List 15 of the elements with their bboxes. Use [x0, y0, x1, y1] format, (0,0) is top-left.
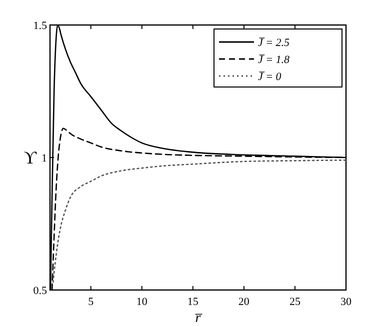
x-tick-label: 20: [238, 296, 250, 308]
legend-label: J̅ = 1.8: [258, 54, 290, 66]
x-tick-label: 30: [340, 296, 352, 308]
y-axis-title: ϒ: [24, 148, 38, 168]
x-axis-title: r̅: [195, 311, 204, 326]
legend-label: J̅ = 0: [258, 71, 282, 83]
line-series: [52, 160, 347, 283]
y-tick-label: 1.5: [33, 20, 48, 32]
y-tick-label: 1: [42, 152, 47, 164]
legend-label: J̅ = 2.5: [258, 37, 290, 49]
x-tick-label: 25: [289, 296, 301, 308]
x-tick-label: 10: [136, 296, 148, 308]
y-tick-label: 0.5: [33, 285, 48, 297]
x-tick-label: 15: [187, 296, 199, 308]
x-tick-label: 5: [88, 296, 94, 308]
